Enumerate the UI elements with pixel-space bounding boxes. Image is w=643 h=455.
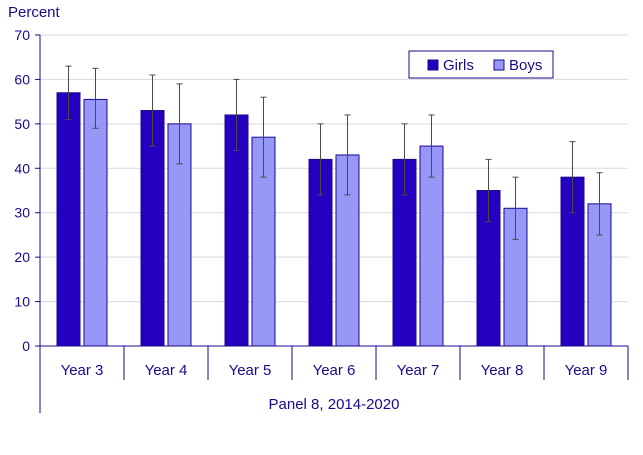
bar-boys-year-3 bbox=[83, 98, 108, 347]
x-category-label-year-6: Year 6 bbox=[313, 362, 356, 379]
y-tick-label-0: 0 bbox=[22, 338, 30, 354]
bar-girls-year-3 bbox=[56, 92, 81, 347]
legend-label-girls: Girls bbox=[443, 57, 474, 74]
y-tick-labels: 0 10 20 30 40 50 60 70 bbox=[14, 27, 30, 354]
bars bbox=[56, 92, 612, 347]
gridlines bbox=[35, 34, 628, 347]
error-bar-girls-year-4 bbox=[149, 74, 156, 147]
y-axis-title: Percent bbox=[8, 4, 61, 21]
error-bar-boys-year-5 bbox=[260, 96, 267, 178]
y-tick-label-10: 10 bbox=[14, 294, 30, 310]
error-bar-boys-year-3 bbox=[92, 67, 99, 129]
error-bar-boys-year-9 bbox=[596, 172, 603, 236]
error-bar-boys-year-6 bbox=[344, 114, 351, 196]
legend-swatch-girls bbox=[427, 59, 439, 71]
legend-swatch-boys bbox=[493, 59, 505, 71]
y-tick-label-40: 40 bbox=[14, 160, 30, 176]
error-bar-girls-year-5 bbox=[233, 78, 240, 152]
legend-label-boys: Boys bbox=[509, 57, 542, 74]
x-category-label-year-3: Year 3 bbox=[61, 362, 104, 379]
x-category-label-year-8: Year 8 bbox=[481, 362, 524, 379]
error-bar-boys-year-7 bbox=[428, 114, 435, 178]
error-bar-boys-year-4 bbox=[176, 83, 183, 165]
error-bar-girls-year-8 bbox=[485, 158, 492, 223]
y-tick-label-50: 50 bbox=[14, 116, 30, 132]
y-tick-label-30: 30 bbox=[14, 205, 30, 221]
error-bar-boys-year-8 bbox=[512, 176, 519, 240]
x-category-labels: Year 3 Year 4 Year 5 Year 6 Year 7 Year 8 Year… bbox=[61, 346, 629, 380]
error-bar-girls-year-3 bbox=[65, 65, 72, 120]
y-tick-label-70: 70 bbox=[14, 27, 30, 43]
error-bar-girls-year-6 bbox=[317, 123, 324, 196]
y-tick-label-20: 20 bbox=[14, 249, 30, 265]
x-category-label-year-4: Year 4 bbox=[145, 362, 188, 379]
legend: Girls Boys bbox=[408, 50, 554, 79]
error-bars bbox=[65, 65, 603, 240]
x-category-label-year-9: Year 9 bbox=[565, 362, 608, 379]
x-category-label-year-7: Year 7 bbox=[397, 362, 440, 379]
x-group-label: Panel 8, 2014-2020 bbox=[269, 396, 400, 413]
axes bbox=[39, 35, 628, 413]
y-tick-label-60: 60 bbox=[14, 71, 30, 87]
error-bar-girls-year-7 bbox=[401, 123, 408, 196]
error-bar-girls-year-9 bbox=[569, 141, 576, 214]
x-category-label-year-5: Year 5 bbox=[229, 362, 272, 379]
